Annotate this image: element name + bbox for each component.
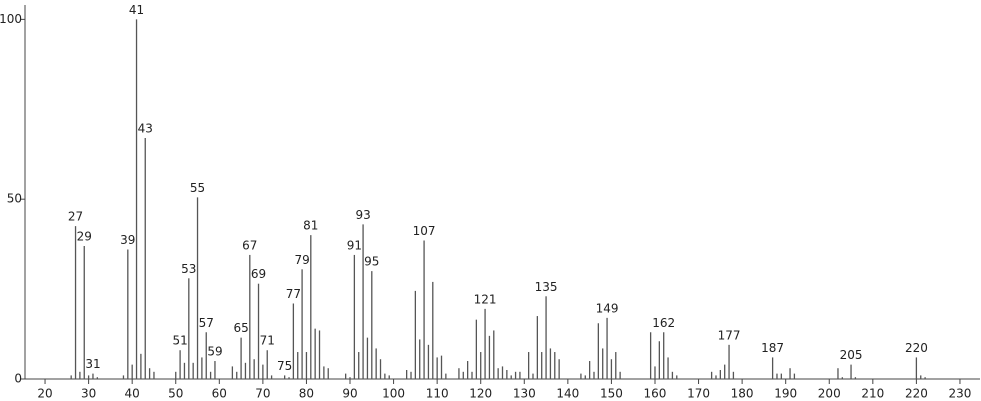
x-tick-label: 80: [299, 387, 314, 401]
peak-label: 39: [120, 233, 135, 247]
x-tick-label: 220: [905, 387, 928, 401]
x-tick-label: 170: [687, 387, 710, 401]
peak-label: 107: [413, 224, 436, 238]
peak-label: 187: [761, 341, 784, 355]
x-tick-label: 180: [731, 387, 754, 401]
peak-label: 69: [251, 267, 266, 281]
x-tick-label: 140: [556, 387, 579, 401]
peak-label: 31: [85, 357, 100, 371]
peak-label: 41: [129, 3, 144, 17]
x-tick-label: 200: [818, 387, 841, 401]
x-tick-label: 210: [861, 387, 884, 401]
peak-label: 29: [77, 229, 92, 243]
peak-label: 43: [138, 122, 153, 136]
peak-label: 71: [260, 334, 275, 348]
y-tick-label: 100: [0, 12, 22, 26]
peak-label: 135: [535, 280, 558, 294]
peak-label: 67: [242, 238, 257, 252]
x-tick-label: 230: [949, 387, 972, 401]
peak-label: 55: [190, 181, 205, 195]
peak-label: 149: [596, 301, 619, 315]
peak-label: 162: [652, 316, 675, 330]
x-tick-label: 160: [644, 387, 667, 401]
x-tick-label: 130: [513, 387, 536, 401]
peak-label: 79: [294, 253, 309, 267]
peak-label: 121: [474, 292, 497, 306]
peak-label: 59: [207, 345, 222, 359]
peak-label: 51: [172, 334, 187, 348]
peak-label: 177: [718, 328, 741, 342]
x-tick-label: 110: [426, 387, 449, 401]
peak-label: 81: [303, 219, 318, 233]
peak-label: 53: [181, 262, 196, 276]
x-tick-label: 70: [255, 387, 270, 401]
x-tick-label: 50: [168, 387, 183, 401]
peak-label: 93: [355, 208, 370, 222]
x-tick-label: 40: [125, 387, 140, 401]
x-tick-label: 90: [342, 387, 357, 401]
y-tick-label: 50: [7, 192, 22, 206]
peak-label: 77: [286, 287, 301, 301]
x-tick-label: 190: [774, 387, 797, 401]
peak-label: 220: [905, 341, 928, 355]
x-tick-label: 120: [469, 387, 492, 401]
peak-label: 95: [364, 255, 379, 269]
peak-label: 205: [840, 348, 863, 362]
x-tick-label: 100: [382, 387, 405, 401]
x-tick-label: 60: [212, 387, 227, 401]
peak-label: 27: [68, 210, 83, 224]
x-tick-label: 150: [600, 387, 623, 401]
x-tick-label: 30: [81, 387, 96, 401]
peak-label: 57: [199, 316, 214, 330]
peak-label: 91: [347, 238, 362, 252]
peak-label: 75: [277, 359, 292, 373]
peak-label: 65: [233, 321, 248, 335]
x-tick-label: 20: [37, 387, 52, 401]
y-tick-label: 0: [14, 372, 22, 386]
